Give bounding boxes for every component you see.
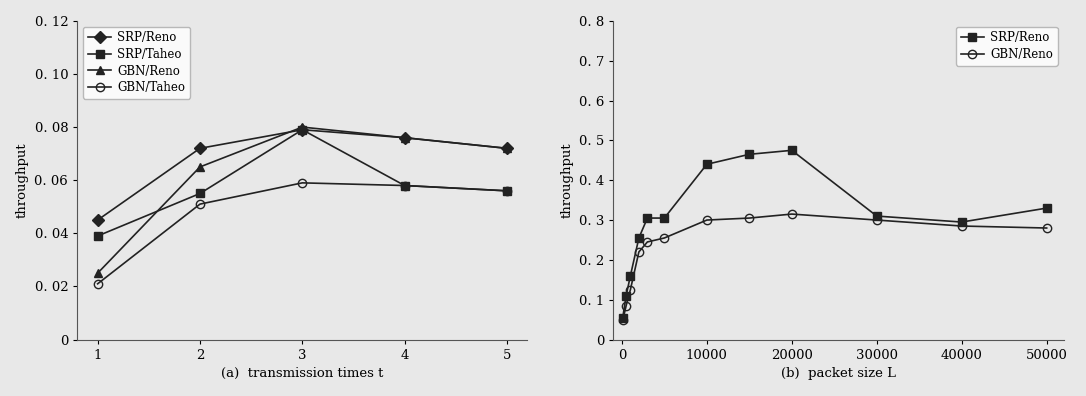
Line: GBN/Reno: GBN/Reno (619, 210, 1051, 325)
GBN/Taheo (295, 181, 308, 185)
GBN/Reno (616, 318, 629, 323)
GBN/Reno (632, 249, 645, 254)
SRP/Reno (616, 315, 629, 320)
GBN/Reno (91, 271, 104, 276)
SRP/Reno (623, 274, 636, 278)
SRP/Reno (743, 152, 756, 157)
Line: GBN/Reno: GBN/Reno (93, 123, 512, 277)
GBN/Reno (743, 216, 756, 221)
Line: SRP/Taheo: SRP/Taheo (93, 126, 512, 240)
SRP/Reno (632, 236, 645, 240)
Line: SRP/Reno: SRP/Reno (619, 146, 1051, 322)
GBN/Reno (700, 218, 714, 223)
GBN/Reno (870, 218, 883, 223)
SRP/Reno (700, 162, 714, 167)
GBN/Taheo (501, 188, 514, 193)
Legend: SRP/Reno, SRP/Taheo, GBN/Reno, GBN/Taheo: SRP/Reno, SRP/Taheo, GBN/Reno, GBN/Taheo (83, 27, 190, 99)
SRP/Reno (870, 214, 883, 219)
SRP/Reno (193, 146, 206, 151)
SRP/Reno (91, 218, 104, 223)
X-axis label: (b)  packet size L: (b) packet size L (781, 367, 896, 380)
SRP/Reno (501, 146, 514, 151)
Y-axis label: throughput: throughput (16, 143, 29, 218)
SRP/Reno (785, 148, 798, 153)
GBN/Taheo (399, 183, 412, 188)
SRP/Taheo (193, 191, 206, 196)
GBN/Reno (956, 224, 969, 228)
GBN/Reno (658, 236, 671, 240)
SRP/Reno (641, 216, 654, 221)
SRP/Reno (658, 216, 671, 221)
Line: SRP/Reno: SRP/Reno (93, 126, 512, 224)
GBN/Reno (399, 135, 412, 140)
SRP/Taheo (295, 128, 308, 132)
Y-axis label: throughput: throughput (560, 143, 573, 218)
GBN/Reno (1040, 226, 1053, 230)
GBN/Taheo (193, 202, 206, 206)
GBN/Reno (193, 165, 206, 169)
GBN/Reno (641, 240, 654, 244)
Line: GBN/Taheo: GBN/Taheo (93, 179, 512, 288)
GBN/Reno (623, 287, 636, 292)
GBN/Taheo (91, 282, 104, 286)
GBN/Reno (620, 303, 633, 308)
SRP/Reno (620, 293, 633, 298)
SRP/Reno (399, 135, 412, 140)
SRP/Reno (1040, 206, 1053, 211)
Legend: SRP/Reno, GBN/Reno: SRP/Reno, GBN/Reno (956, 27, 1058, 66)
SRP/Taheo (91, 234, 104, 238)
GBN/Reno (785, 212, 798, 217)
X-axis label: (a)  transmission times t: (a) transmission times t (222, 367, 383, 380)
SRP/Reno (956, 220, 969, 225)
GBN/Reno (295, 125, 308, 129)
SRP/Reno (295, 128, 308, 132)
GBN/Reno (501, 146, 514, 151)
SRP/Taheo (399, 183, 412, 188)
SRP/Taheo (501, 188, 514, 193)
